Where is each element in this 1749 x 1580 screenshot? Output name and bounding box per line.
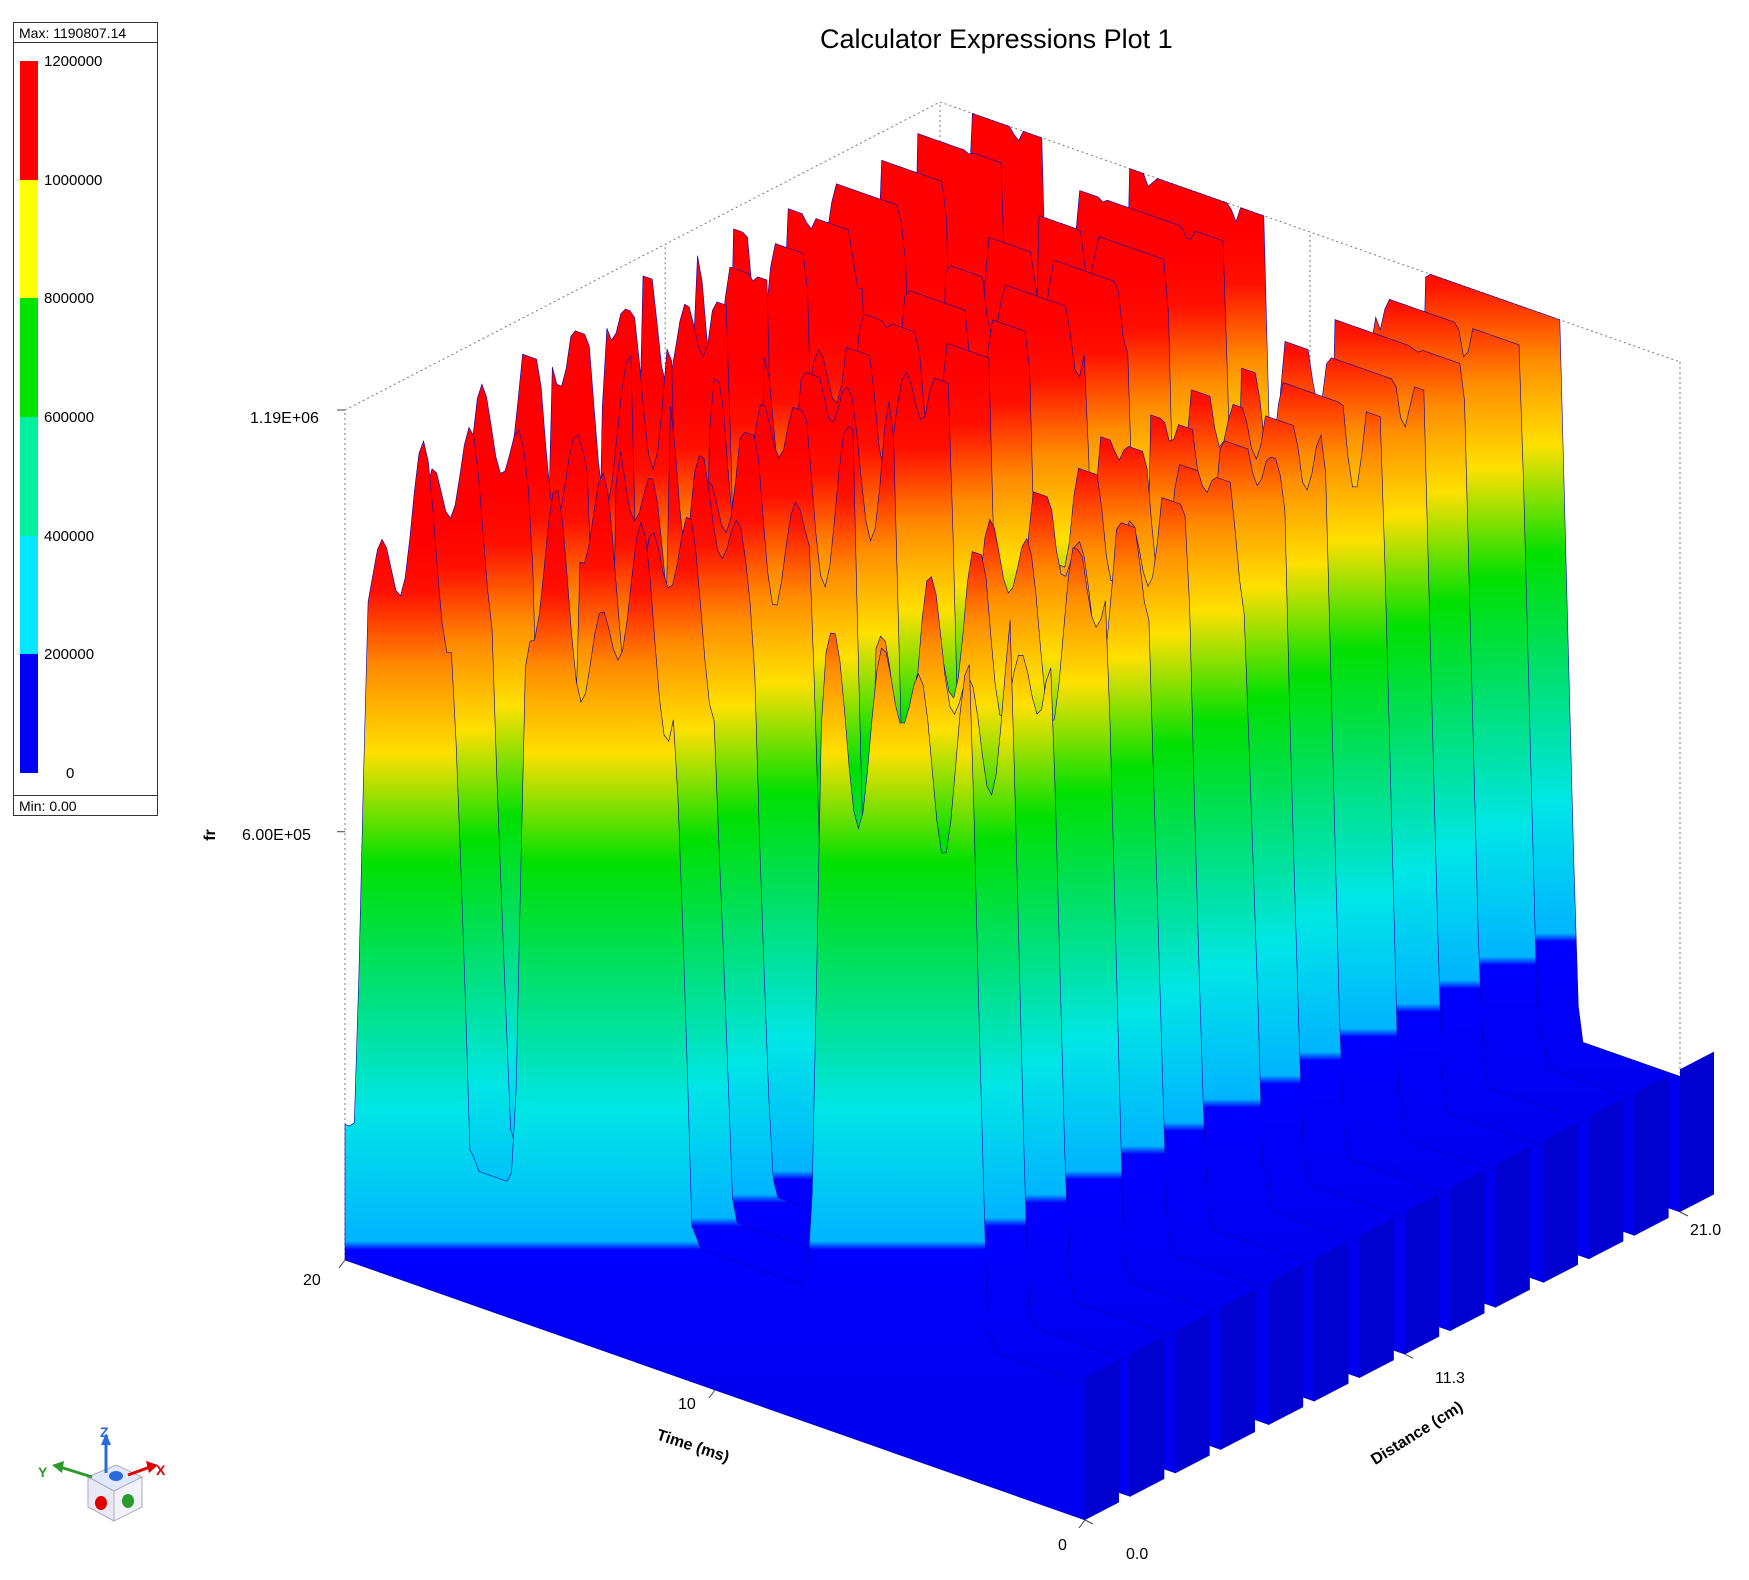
box-edge xyxy=(939,101,1681,363)
wall-side xyxy=(1085,1359,1119,1520)
legend-color-band xyxy=(20,654,38,773)
legend-tick-label: 0 xyxy=(66,765,75,782)
distance-tick xyxy=(1404,1353,1414,1359)
wall-side xyxy=(1495,1146,1530,1308)
surface-wall xyxy=(344,440,1086,1521)
time-tick xyxy=(708,1389,716,1399)
wall-side xyxy=(1359,1217,1394,1378)
time-tick xyxy=(1078,1519,1086,1529)
wall-side xyxy=(1175,1312,1210,1474)
z-tick-label: 1.19E+06 xyxy=(250,410,319,427)
legend-tick-label: 1000000 xyxy=(44,171,103,189)
wall-side xyxy=(1589,1098,1624,1259)
z-axis-title: fr xyxy=(201,829,219,841)
wall-side xyxy=(1634,1075,1669,1236)
distance-tick xyxy=(1679,1211,1689,1217)
legend-min: Min: 0.00 xyxy=(14,795,157,815)
legend-tick-label: 600000 xyxy=(44,409,95,426)
wall-side xyxy=(1269,1264,1304,1425)
wall-side xyxy=(1221,1289,1255,1450)
distance-tick-label: 11.3 xyxy=(1435,1370,1465,1387)
wall-side xyxy=(1680,1051,1714,1212)
triad-z-label: Z xyxy=(100,1425,109,1440)
triad-y-label: Y xyxy=(38,1464,48,1480)
legend-tick-label: 400000 xyxy=(44,527,95,545)
legend-max: Max: 1190807.14 xyxy=(14,23,157,43)
chart-title: Calculator Expressions Plot 1 xyxy=(820,24,1173,54)
orientation-triad-icon[interactable]: Z Y X xyxy=(30,1425,170,1535)
time-tick-label: 10 xyxy=(678,1396,696,1413)
legend-tick-label: 200000 xyxy=(44,646,95,664)
legend-color-band xyxy=(20,61,38,180)
triad-x-label: X xyxy=(156,1462,166,1478)
legend-tick-label: 1200000 xyxy=(44,53,103,70)
axis-ticks xyxy=(337,409,1689,1529)
surface-walls xyxy=(344,112,1714,1521)
distance-tick xyxy=(1084,1519,1094,1525)
distance-tick-label: 0.0 xyxy=(1126,1546,1149,1563)
box-edge xyxy=(344,101,941,411)
legend-color-band xyxy=(20,179,38,299)
time-tick-label: 0 xyxy=(1058,1537,1067,1554)
z-tick-label: 6.00E+05 xyxy=(242,827,311,844)
time-tick-label: 20 xyxy=(303,1272,321,1289)
legend-color-bar xyxy=(20,61,38,773)
wall-side xyxy=(1314,1240,1349,1402)
legend-tick-label: 800000 xyxy=(44,290,95,308)
wall-side xyxy=(1544,1122,1578,1283)
distance-tick-label: 21.0 xyxy=(1690,1222,1722,1239)
legend-color-band xyxy=(20,535,38,655)
wall-side xyxy=(1405,1193,1440,1355)
legend-color-band xyxy=(20,298,38,417)
color-legend: Max: 1190807.14 Min: 0.00 1200000 1000000… xyxy=(13,22,158,816)
wall-side xyxy=(1130,1336,1165,1497)
legend-color-band xyxy=(20,417,38,536)
time-tick xyxy=(338,1259,346,1269)
wall-side xyxy=(1450,1170,1485,1331)
